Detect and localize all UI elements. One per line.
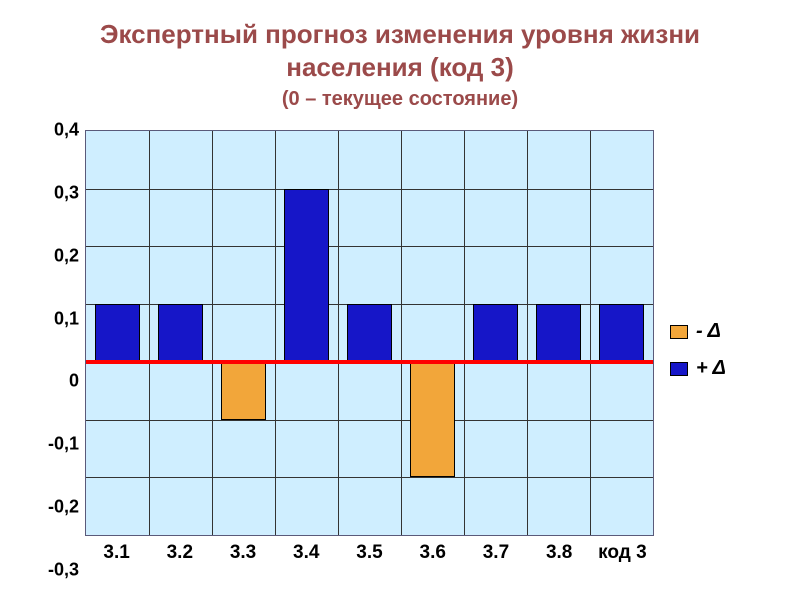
x-tick-label: 3.2 [167,542,193,564]
legend-swatch [670,325,688,339]
legend-swatch [670,362,688,376]
legend: - Δ + Δ [654,130,770,570]
bar-pos [473,304,517,362]
bar-column [401,131,464,535]
bar-column [464,131,527,535]
y-axis: 0,40,30,20,10-0,1-0,2-0,3 [30,130,85,570]
y-tick-label: -0,2 [48,497,79,518]
legend-item: - Δ [670,320,770,343]
bar-neg [221,362,265,420]
title-subtitle: (0 – текущее состояние) [60,87,740,112]
x-tick-label: 3.7 [483,542,509,564]
plot-column: 3.1 3.2 3.3 3.4 3.5 3.6 3.7 3.8 код 3 [85,130,654,570]
bar-column [86,131,149,535]
y-tick-label: -0,1 [48,434,79,455]
y-tick-label: 0,2 [54,245,79,266]
legend-label: - Δ [696,320,721,343]
y-tick-label: -0,3 [48,560,79,581]
x-tick-label: 3.3 [230,542,256,564]
x-axis: 3.1 3.2 3.3 3.4 3.5 3.6 3.7 3.8 код 3 [85,536,654,570]
y-tick-label: 0 [69,371,79,392]
slide: Экспертный прогноз изменения уровня жизн… [0,0,800,600]
bar-neg [410,362,454,477]
x-tick-label: 3.4 [293,542,319,564]
bar-column [527,131,590,535]
bar-column [590,131,653,535]
legend-item: + Δ [670,357,770,380]
chart-title: Экспертный прогноз изменения уровня жизн… [0,0,800,112]
x-tick-label: 3.6 [420,542,446,564]
bar-pos [347,304,391,362]
bar-column [275,131,338,535]
title-line-1: Экспертный прогноз изменения уровня жизн… [60,18,740,51]
bar-pos [536,304,580,362]
baseline [86,360,653,364]
plot-area [85,130,654,536]
bar-column [212,131,275,535]
x-tick-label: 3.1 [103,542,129,564]
y-tick-label: 0,3 [54,182,79,203]
bar-pos [599,304,643,362]
title-line-2: населения (код 3) [60,51,740,84]
bar-pos [158,304,202,362]
bar-column [149,131,212,535]
x-tick-label: код 3 [598,542,647,564]
bar-column [338,131,401,535]
bar-pos [284,189,328,362]
bar-pos [95,304,139,362]
y-tick-label: 0,4 [54,120,79,141]
chart-area: 0,40,30,20,10-0,1-0,2-0,3 3.13.23.33.43.… [30,130,770,570]
y-tick-label: 0,1 [54,308,79,329]
x-tick-label: 3.8 [546,542,572,564]
x-tick-label: 3.5 [356,542,382,564]
legend-label: + Δ [696,357,726,380]
